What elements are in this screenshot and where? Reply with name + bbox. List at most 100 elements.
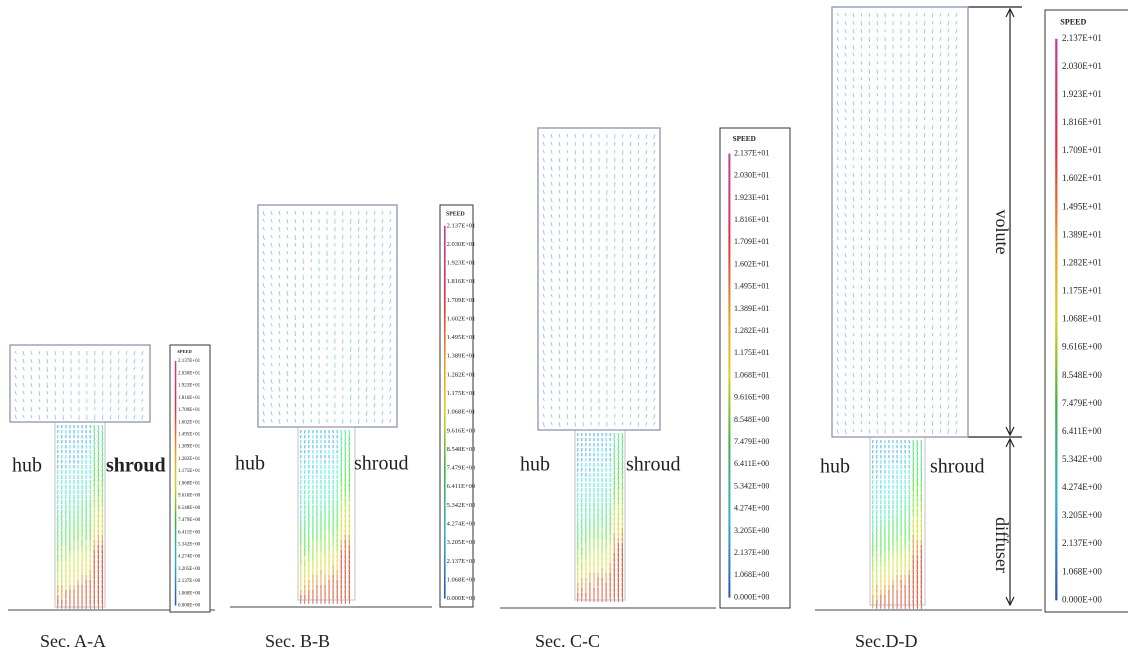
diffuser-vectors [301,435,338,504]
legend-label: 1.175E+01 [1062,286,1102,296]
legend-label: 1.495E+01 [447,334,476,341]
diffuser-vectors [58,425,91,469]
legend-label: 9.616E+00 [447,427,476,434]
diffuser-vectors [873,440,910,509]
legend-label: 6.411E+00 [1062,426,1102,436]
legend-label: 1.923E+01 [734,193,769,202]
legend-label: 0.000E+00 [1062,594,1102,604]
legend-label: 1.068E+00 [1062,566,1102,576]
legend-label: 0.000E+00 [734,592,769,601]
legend-label: 2.137E+01 [178,359,201,364]
shroud-label: shroud [106,455,166,477]
diffuser-vectors [578,518,623,586]
legend-label: 1.068E+01 [447,409,476,416]
legend-label: 1.495E+01 [1062,201,1102,211]
hub-label: hub [820,456,850,478]
diffuser-vectors [58,480,103,572]
legend-label: 5.342E+00 [178,543,201,548]
legend-label: 1.816E+01 [734,215,769,224]
diffuser-vectors [58,425,103,545]
section-label: Sec. B-B [265,631,330,651]
legend-label: 1.389E+01 [1062,229,1102,239]
legend-label: 0.000E+00 [178,604,201,609]
legend-label: 1.068E+01 [734,370,769,379]
section-label: Sec.D-D [855,631,917,651]
volute-vectors [263,211,391,424]
legend-label: 4.274E+00 [178,555,201,560]
legend-label: 1.709E+01 [1062,145,1102,155]
legend-label: 1.709E+01 [734,237,769,246]
dimension-lines [968,7,1022,605]
legend-label: 4.274E+00 [1062,482,1102,492]
legend-label: 2.137E+01 [1062,33,1102,43]
legend-label: 1.923E+01 [447,260,476,267]
legend-label: 1.602E+01 [178,420,201,425]
shroud-label: shroud [354,453,408,475]
legend-label: 2.137E+00 [734,548,769,557]
legend-label: 1.816E+01 [447,278,476,285]
volute-label: volute [992,210,1012,255]
legend-label: 7.479E+00 [178,518,201,523]
legend-label: 1.282E+01 [178,457,201,462]
diffuser-vectors [877,545,922,609]
diffuser-vectors [301,430,338,474]
hub-label: hub [235,453,265,475]
legend-label: 1.068E+00 [447,576,476,583]
diffuser-vectors [58,450,103,561]
legend-label: 1.602E+01 [1062,173,1102,183]
legend-label: 5.342E+00 [447,502,476,509]
legend-label: 1.175E+01 [734,348,769,357]
legend-label: 1.495E+01 [178,432,201,437]
diffuser-vectors [58,505,103,582]
legend-label: 1.923E+01 [1062,89,1102,99]
diffuser-label: diffuser [992,517,1012,573]
legend-label: 2.030E+01 [734,171,769,180]
volute-vectors [543,134,655,427]
legend-title: SPEED [733,135,756,143]
legend-label: 8.548E+00 [1062,370,1102,380]
legend-label: 1.068E+00 [734,570,769,579]
legend-label: 3.205E+00 [734,526,769,535]
diffuser-vectors [578,528,623,596]
diffuser-outline [575,430,625,600]
legend-title: SPEED [177,349,192,354]
legend-label: 1.602E+01 [734,259,769,268]
section-label: Sec. C-C [535,631,600,651]
legend-label: 3.205E+00 [178,567,201,572]
legend-label: 1.282E+01 [1062,257,1102,267]
legend-label: 2.137E+00 [178,579,201,584]
diffuser-vectors [58,425,103,530]
legend-label: 1.923E+01 [178,384,201,389]
color-bar [175,361,177,606]
diffuser-vectors [58,545,103,609]
legend-title: SPEED [1060,17,1086,26]
legend-label: 2.030E+01 [178,371,201,376]
legend-label: 8.548E+00 [178,506,201,511]
legend-label: 1.495E+01 [734,282,769,291]
hub-label: hub [520,454,550,476]
legend-label: 2.137E+00 [447,558,476,565]
legend-label: 8.548E+00 [734,415,769,424]
legend-label: 1.068E+00 [178,591,201,596]
legend-title: SPEED [446,211,465,217]
legend-label: 8.548E+00 [447,446,476,453]
color-bar [1055,39,1057,601]
legend-label: 4.274E+00 [734,504,769,513]
volute-vectors [837,13,957,434]
shroud-label: shroud [930,456,984,478]
legend-label: 1.282E+01 [734,326,769,335]
legend-label: 1.175E+01 [178,469,201,474]
diffuser-vectors [578,458,623,554]
legend-label: 5.342E+00 [1062,454,1102,464]
legend-label: 2.137E+01 [447,222,476,229]
legend-label: 9.616E+00 [1062,342,1102,352]
diffuser-vectors [578,478,623,570]
legend-label: 1.602E+01 [447,315,476,322]
color-bar [728,154,730,598]
legend-label: 2.030E+01 [1062,61,1102,71]
diffuser-vectors [578,433,611,477]
figure: volute diffuser hubshroudSec. A-ASPEED2.… [0,0,1128,657]
legend-label: 2.137E+01 [734,148,769,157]
legend-label: 0.000E+00 [447,595,476,602]
legend-label: 7.479E+00 [1062,398,1102,408]
